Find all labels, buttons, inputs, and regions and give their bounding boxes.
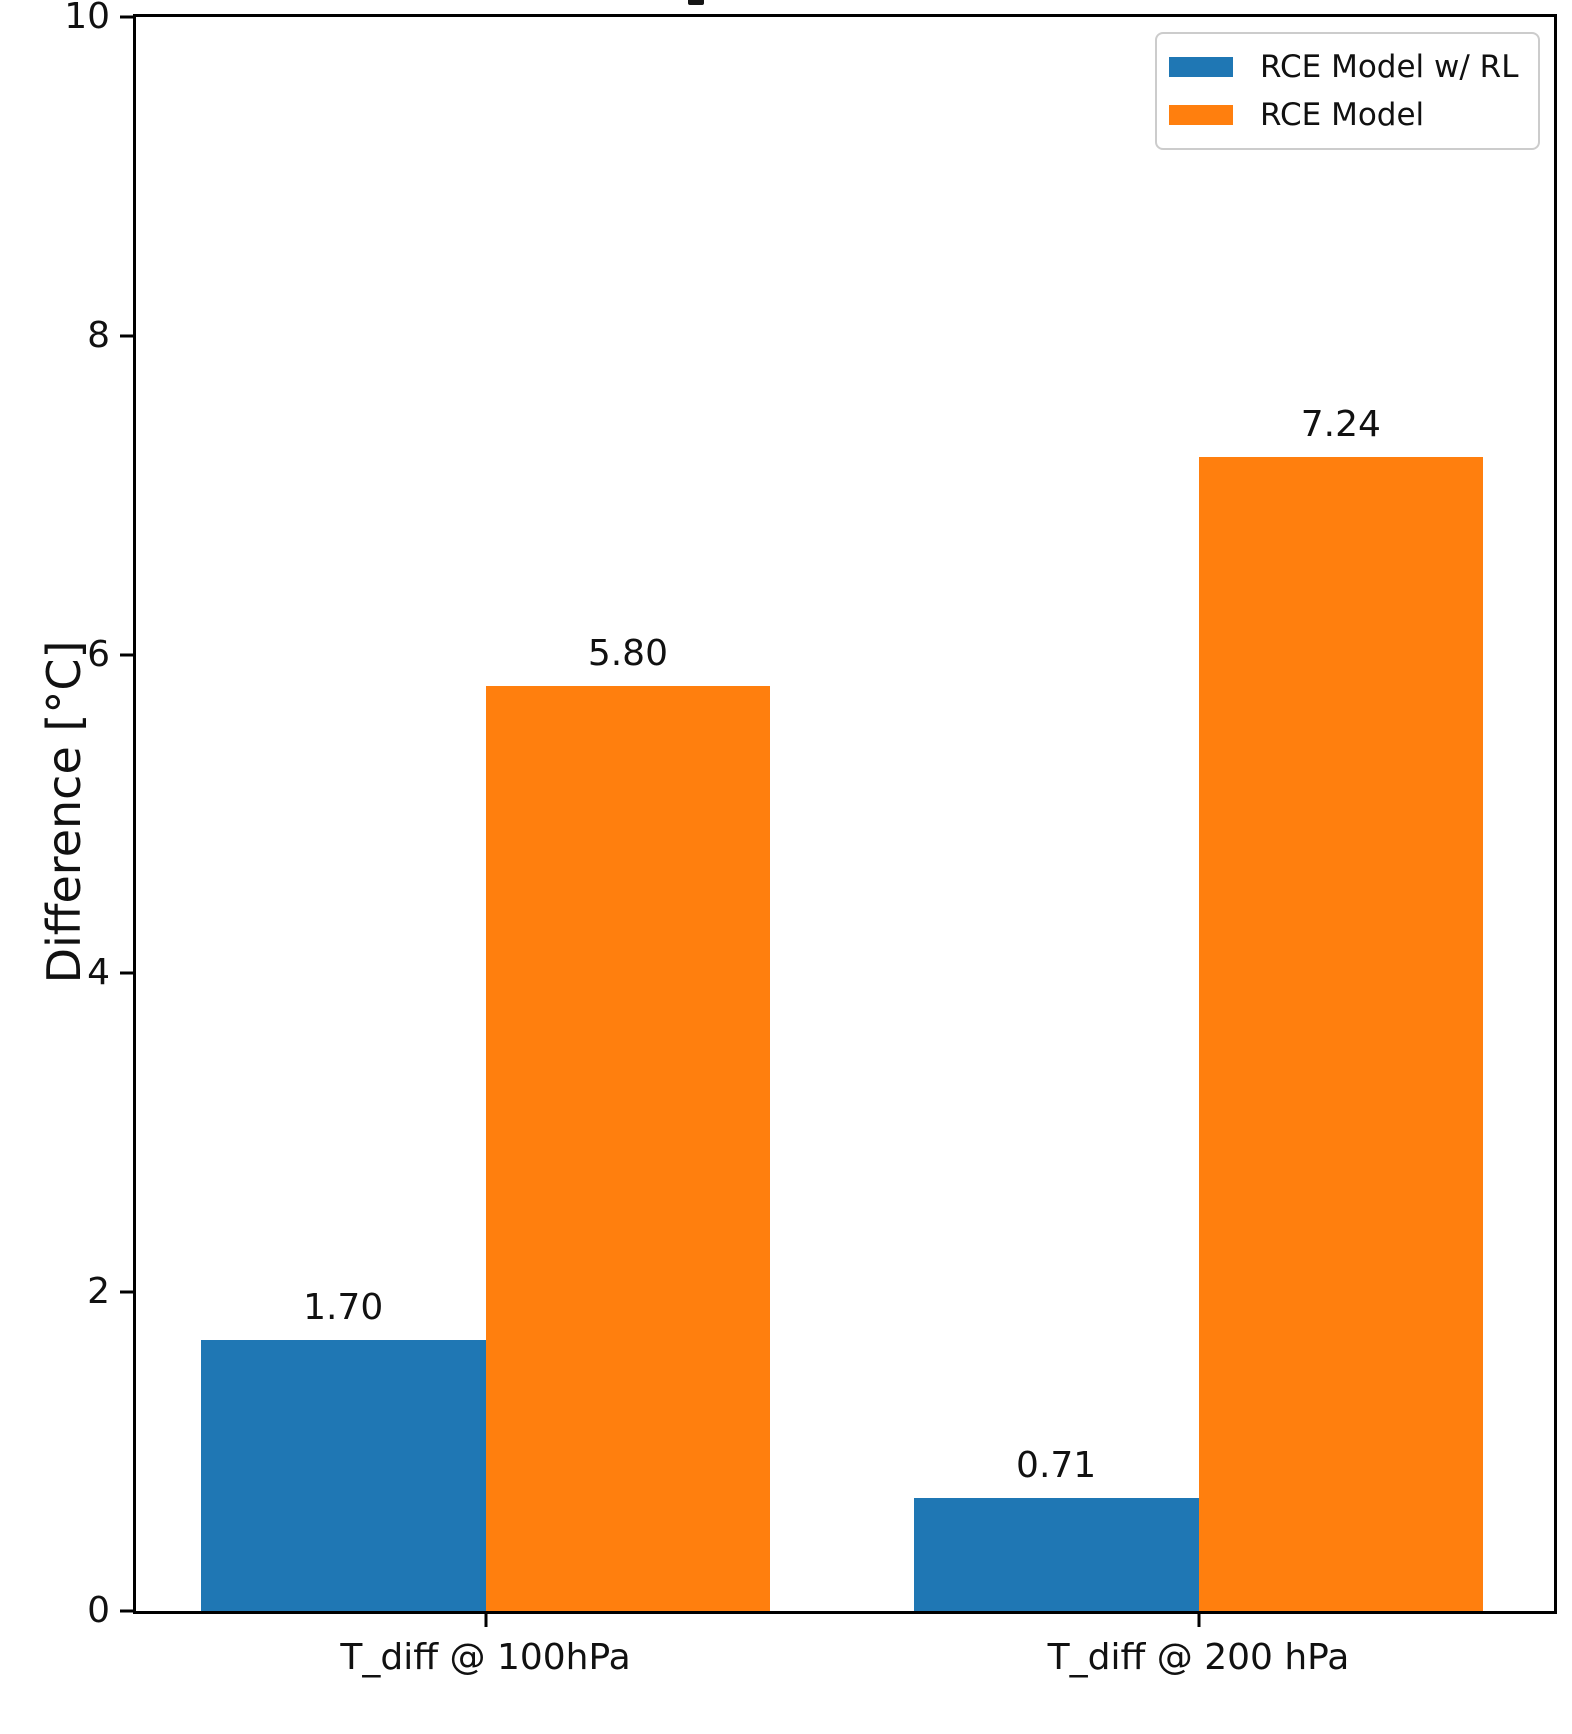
y-tick-label: 8 <box>87 314 110 356</box>
bar <box>1198 456 1484 1611</box>
bar-value-label: 1.70 <box>303 1287 384 1329</box>
y-tick-mark <box>120 334 133 338</box>
y-tick-label: 0 <box>87 1590 110 1631</box>
bar-value-label: 0.71 <box>1016 1444 1097 1486</box>
y-tick-label: 6 <box>87 633 110 675</box>
y-tick-mark <box>120 15 133 19</box>
x-tick-label: T_diff @ 100hPa <box>340 1637 631 1678</box>
y-axis-label: Difference [°C] <box>37 640 91 984</box>
y-tick-label: 4 <box>87 952 110 994</box>
y-tick-mark <box>120 971 133 975</box>
x-tick-label: T_diff @ 200 hPa <box>1047 1637 1350 1678</box>
y-tick-mark <box>120 1609 133 1613</box>
y-tick-label: 10 <box>64 0 110 37</box>
x-tick-mark <box>1197 1614 1200 1627</box>
legend-item: RCE Model w/ RL <box>1169 49 1522 85</box>
legend-item: RCE Model <box>1169 97 1522 133</box>
y-tick-mark <box>120 1290 133 1294</box>
legend-swatch <box>1169 105 1233 125</box>
bar-value-label: 5.80 <box>587 633 668 675</box>
clipped-title-fragment <box>688 0 704 5</box>
legend-swatch <box>1169 57 1233 77</box>
y-tick-label: 2 <box>87 1271 110 1313</box>
bar <box>200 1340 486 1611</box>
bar-value-label: 7.24 <box>1300 403 1381 445</box>
legend: RCE Model w/ RL RCE Model <box>1155 32 1540 150</box>
plot-area: RCE Model w/ RL RCE Model 0 2 4 6 8 10 T_diff @… <box>64 0 1557 1678</box>
bar <box>913 1497 1199 1611</box>
legend-label: RCE Model w/ RL <box>1260 49 1519 85</box>
legend-label: RCE Model <box>1260 97 1425 133</box>
y-tick-mark <box>120 653 133 657</box>
x-tick-mark <box>484 1614 488 1627</box>
bar <box>485 686 771 1611</box>
